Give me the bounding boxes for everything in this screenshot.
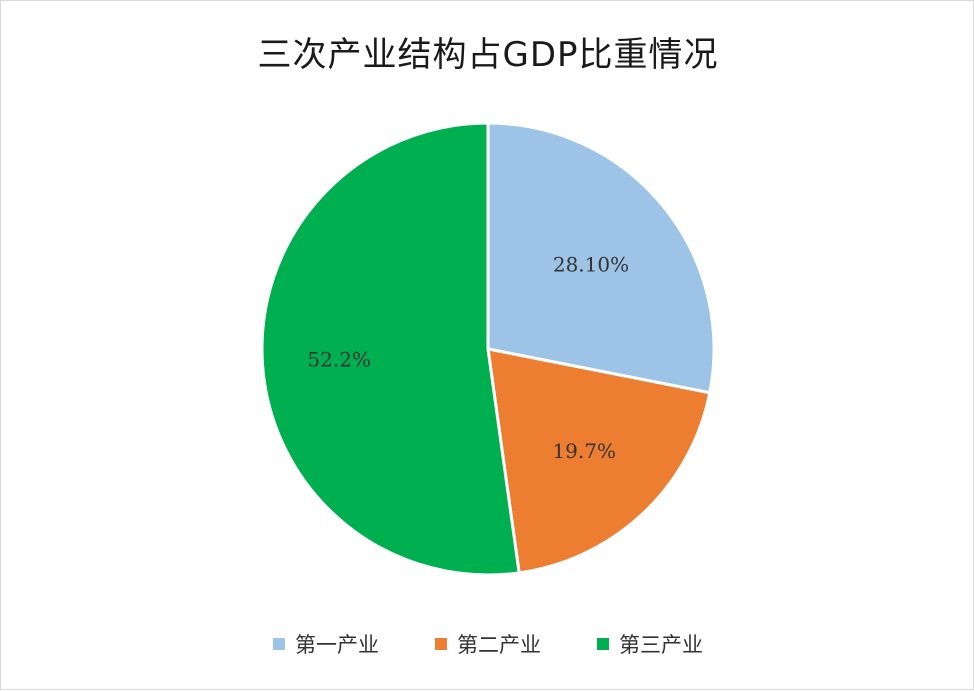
legend-label-secondary: 第二产业 [457, 633, 541, 657]
legend-item-tertiary[interactable]: 第三产业 [597, 629, 703, 659]
legend-label-tertiary: 第三产业 [619, 633, 703, 657]
legend-swatch-tertiary [597, 638, 609, 650]
legend-item-primary[interactable]: 第一产业 [273, 629, 379, 659]
data-label-primary: 28.10% [553, 252, 629, 276]
data-label-tertiary: 52.2% [307, 347, 371, 371]
legend-item-secondary[interactable]: 第二产业 [435, 629, 541, 659]
data-label-secondary: 19.7% [552, 439, 616, 463]
chart-title: 三次产业结构占GDP比重情况 [257, 35, 719, 75]
slice-secondary[interactable] [486, 347, 712, 575]
slice-tertiary[interactable] [260, 121, 521, 577]
legend-swatch-secondary [435, 638, 447, 650]
legend: 第一产业 第二产业 第三产业 [1, 629, 974, 659]
legend-swatch-primary [273, 638, 285, 650]
legend-label-primary: 第一产业 [295, 633, 379, 657]
slice-primary[interactable] [486, 121, 716, 395]
